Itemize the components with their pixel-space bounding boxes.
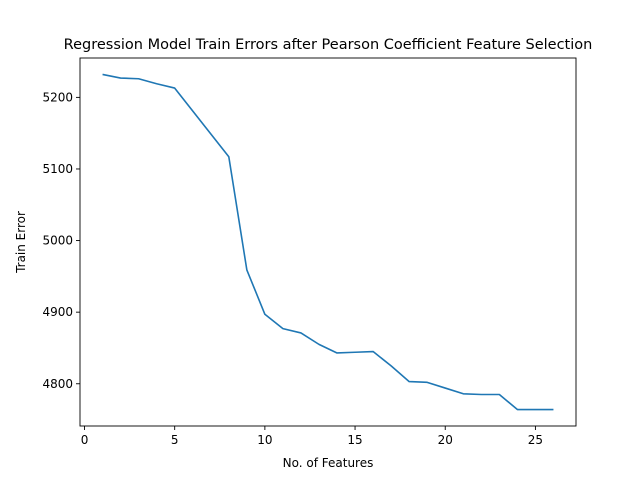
x-tick-label: 15 <box>347 433 362 447</box>
y-tick-label: 5200 <box>42 90 73 104</box>
x-tick-label: 10 <box>257 433 272 447</box>
x-tick-label: 20 <box>438 433 453 447</box>
y-tick-label: 4800 <box>42 377 73 391</box>
x-tick-label: 25 <box>528 433 543 447</box>
series-line-0 <box>102 73 554 411</box>
plot-area <box>102 73 554 411</box>
y-tick-label: 5100 <box>42 162 73 176</box>
x-tick-label: 0 <box>81 433 89 447</box>
y-axis-label: Train Error <box>14 211 28 274</box>
chart-title: Regression Model Train Errors after Pear… <box>64 37 593 53</box>
y-tick-label: 4900 <box>42 305 73 319</box>
y-tick-label: 5000 <box>42 234 73 248</box>
x-axis-ticks: 0 5 10 15 20 25 <box>81 426 543 447</box>
y-axis-ticks: 4800 4900 5000 5100 5200 <box>42 90 80 391</box>
x-axis-label: No. of Features <box>283 456 374 470</box>
plot-frame <box>79 57 577 427</box>
x-tick-label: 5 <box>171 433 179 447</box>
